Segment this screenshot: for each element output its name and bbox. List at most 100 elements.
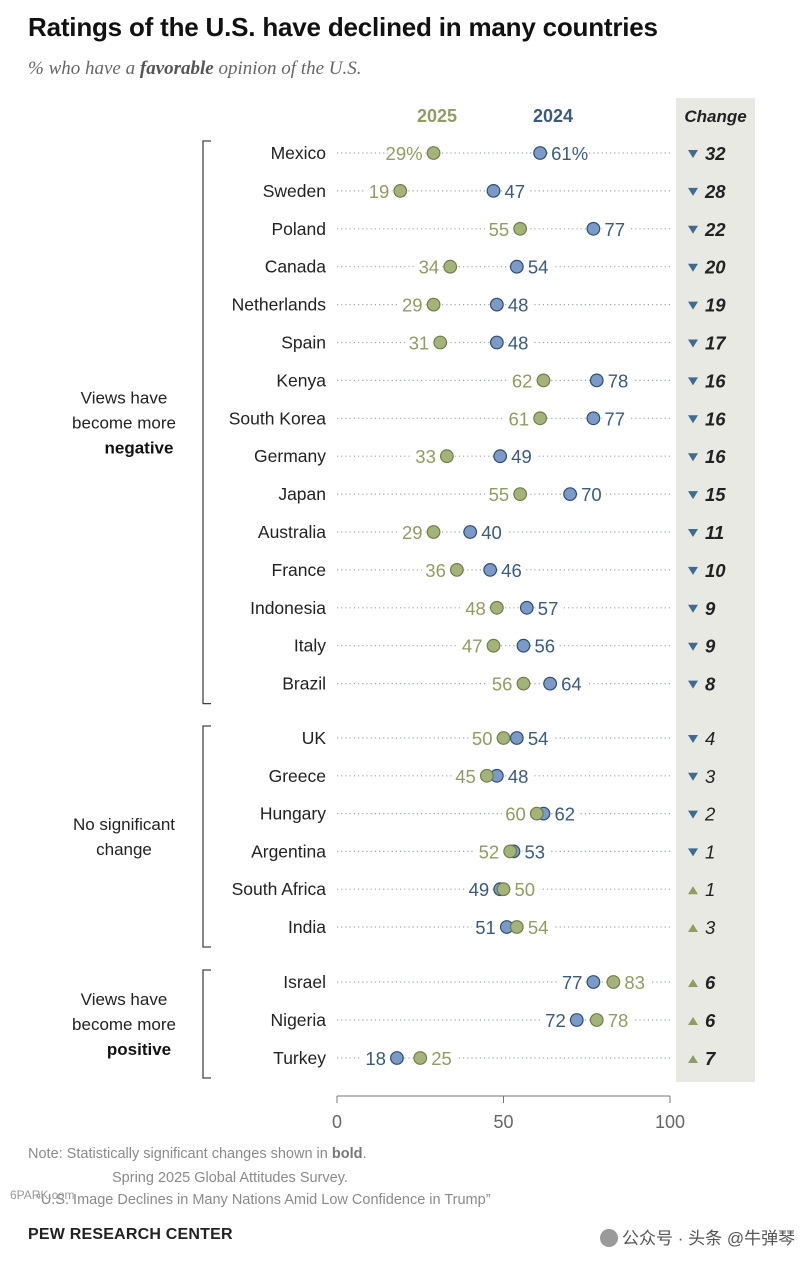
label-bg: [509, 445, 537, 468]
value-label-2024: 77: [562, 972, 583, 993]
change-down-arrow: [688, 453, 698, 462]
dot-2025: [426, 297, 441, 312]
label-bg: [622, 971, 650, 993]
label-bg: [411, 445, 439, 468]
dot-2024: [489, 335, 504, 350]
label-bg: [405, 331, 433, 354]
value-label-2025: 33: [415, 446, 436, 467]
footer-source: Spring 2025 Global Attitudes Survey.: [112, 1170, 348, 1186]
change-down-arrow: [688, 566, 698, 575]
dot-2025: [479, 768, 494, 783]
value-label-2025: 25: [431, 1048, 452, 1069]
value-label-2025: 62: [512, 370, 533, 391]
label-bg: [468, 727, 496, 749]
change-value: 20: [704, 257, 726, 278]
value-label-2025: 45: [455, 766, 476, 787]
dot-2025: [449, 563, 464, 577]
label-bg: [485, 217, 513, 240]
dot-2025: [496, 731, 511, 745]
change-down-arrow: [688, 642, 698, 651]
brand-name: PEW RESEARCH CENTER: [28, 1226, 233, 1243]
dot-2025: [393, 183, 408, 198]
footer-report: “U.S. Image Declines in Many Nations Ami…: [36, 1192, 491, 1208]
dot-2024: [483, 563, 498, 577]
dot-2025: [513, 221, 528, 236]
value-label-2024: 78: [608, 370, 629, 391]
value-label-2025: 31: [409, 333, 430, 354]
value-label-2024: 49: [469, 879, 490, 900]
dot-2025: [443, 259, 458, 274]
value-label-2024: 48: [508, 766, 529, 787]
dot-2025: [426, 146, 441, 160]
dot-2025: [589, 1013, 604, 1027]
country-label: Poland: [272, 219, 327, 239]
change-down-arrow: [688, 415, 698, 424]
dot-2025: [606, 975, 621, 989]
country-label: Greece: [269, 766, 326, 786]
dot-2024: [543, 676, 558, 691]
country-label: Italy: [294, 636, 326, 656]
x-tick-label: 50: [493, 1112, 513, 1132]
value-label-2025: 54: [528, 917, 549, 938]
value-label-2024: 57: [538, 598, 559, 619]
change-header: Change: [684, 107, 746, 126]
value-label-2024: 54: [528, 728, 549, 749]
label-bg: [525, 727, 553, 749]
group-label-line: change: [96, 840, 152, 859]
group-bracket: [202, 140, 211, 705]
label-bg: [549, 142, 587, 164]
label-bg: [461, 596, 489, 619]
label-bg: [525, 255, 553, 278]
value-label-2025: 55: [489, 484, 510, 505]
label-bg: [559, 672, 587, 695]
country-label: France: [272, 560, 326, 580]
change-value: 16: [705, 446, 726, 467]
dot-2024: [519, 600, 534, 615]
label-bg: [505, 293, 533, 316]
change-down-arrow: [688, 735, 698, 743]
value-label-2024: 48: [508, 333, 529, 354]
x-tick-label: 100: [655, 1112, 685, 1132]
footer-note: Note: Statistically significant changes …: [28, 1146, 367, 1162]
group-label-line: Views have: [81, 990, 168, 1009]
label-bg: [471, 916, 499, 938]
change-down-arrow: [688, 339, 698, 348]
change-value: 7: [705, 1048, 717, 1069]
value-label-2024: 72: [545, 1010, 566, 1031]
value-label-2024: 18: [365, 1048, 386, 1069]
value-label-2024: 56: [534, 636, 555, 657]
value-label-2025: 29: [402, 295, 423, 316]
country-label: Hungary: [260, 804, 326, 824]
change-value: 15: [705, 484, 726, 505]
note-suffix: .: [362, 1146, 367, 1162]
label-bg: [541, 1009, 569, 1031]
dot-2024: [589, 373, 604, 388]
value-label-2025: 56: [492, 674, 513, 695]
dot-2024: [586, 975, 601, 989]
label-bg: [421, 558, 449, 581]
change-value: 3: [705, 766, 716, 787]
value-label-2024: 77: [604, 219, 625, 240]
dot-2025: [536, 373, 551, 388]
dot-2024: [533, 146, 548, 160]
label-bg: [398, 521, 426, 543]
watermark-right-text: 公众号 · 头条 @牛弹琴: [622, 1229, 796, 1248]
change-value: 3: [705, 917, 716, 938]
group-label-bold: negative: [105, 438, 174, 457]
value-label-2024: 46: [501, 560, 522, 581]
change-down-arrow: [688, 810, 698, 819]
change-down-arrow: [688, 491, 698, 500]
dot-2024: [493, 449, 508, 464]
label-bg: [458, 634, 486, 657]
dot-2025: [496, 882, 511, 897]
wechat-icon: [600, 1229, 618, 1247]
dot-2025: [533, 411, 548, 426]
change-down-arrow: [688, 772, 698, 781]
label-bg: [552, 802, 580, 825]
label-bg: [605, 369, 633, 392]
value-label-2025: 48: [465, 598, 486, 619]
change-up-arrow: [688, 1055, 698, 1063]
country-label: Indonesia: [250, 598, 326, 618]
change-down-arrow: [688, 187, 698, 196]
dot-2025: [486, 638, 501, 653]
